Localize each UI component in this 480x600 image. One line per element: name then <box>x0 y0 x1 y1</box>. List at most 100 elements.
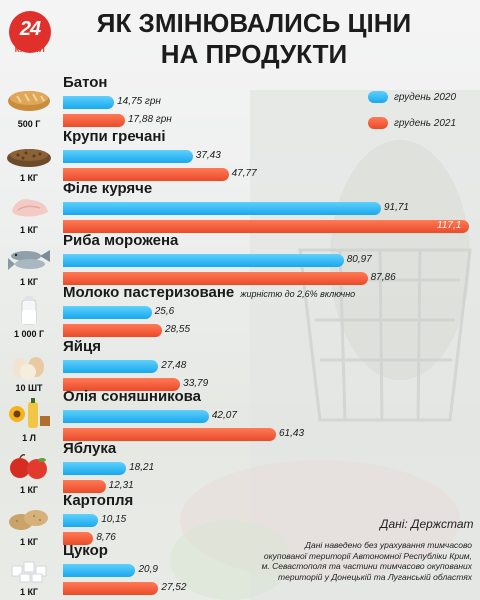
bar-2020 <box>63 150 193 163</box>
unit-label: 1 000 Г <box>13 329 45 339</box>
product-name-text: Молоко пастеризоване <box>63 284 235 301</box>
product-name: Молоко пастеризоване жирністю до 2,6% вкл… <box>63 284 355 301</box>
bar-2021 <box>63 324 162 337</box>
unit-label: 1 КГ <box>19 537 39 547</box>
value-label-2021: 61,43 <box>278 428 305 439</box>
logo-number: 24 <box>19 18 41 40</box>
bar-2021 <box>63 272 368 285</box>
value-label-2021: 12,31 <box>108 480 134 491</box>
bar-2020 <box>63 254 344 267</box>
unit-label: 1 КГ <box>19 225 39 235</box>
value-label-2021: 33,79 <box>183 378 209 389</box>
value-label-2020: 80,97 <box>346 254 372 265</box>
product-name: Олія соняшникова <box>63 388 201 405</box>
eggs-icon <box>12 357 44 380</box>
data-source: Дані: Держстат <box>380 517 474 531</box>
bar-2021 <box>63 582 159 595</box>
value-label-2021: 8,76 <box>96 532 116 543</box>
unit-label: 1 КГ <box>19 277 39 287</box>
oil-icon <box>9 398 50 428</box>
bar-2021 <box>63 114 125 127</box>
product-name-text: Цукор <box>63 542 108 559</box>
value-label-2021: 27,52 <box>161 582 187 593</box>
product-name-text: Крупи гречані <box>63 128 166 145</box>
legend-item-2021: грудень 2021 <box>368 114 456 132</box>
unit-label: 1 Л <box>22 433 36 443</box>
product-name: Цукор <box>63 542 108 559</box>
product-name-text: Картопля <box>63 492 134 509</box>
product-name-text: Філе куряче <box>63 180 153 197</box>
bar-2020 <box>63 202 381 215</box>
potatoes-icon <box>9 510 48 530</box>
value-label-2020: 20,9 <box>138 564 158 575</box>
bar-2020 <box>63 462 127 475</box>
bar-2021 <box>63 378 181 391</box>
value-label-2021: 28,55 <box>164 324 191 335</box>
bar-2020 <box>63 514 99 527</box>
logo-text: КАНАЛ <box>14 45 46 54</box>
value-label-2020: 14,75 грн <box>117 96 161 107</box>
fish-icon <box>8 250 50 270</box>
unit-label: 1 КГ <box>19 485 39 495</box>
bar-2020 <box>63 306 152 319</box>
unit-label: 1 КГ <box>19 173 39 183</box>
product-name-text: Яйця <box>63 338 101 355</box>
value-label-2020: 91,71 <box>383 202 409 213</box>
chart-legend: грудень 2020 грудень 2021 <box>368 88 456 140</box>
bar-2020 <box>63 96 115 109</box>
value-label-2020: 27,48 <box>161 360 187 371</box>
apples-icon <box>10 454 47 479</box>
product-name: Філе куряче <box>63 180 152 197</box>
bar-2021 <box>63 480 106 493</box>
product-name: Батон <box>63 74 108 91</box>
bar-2021 <box>63 168 229 181</box>
legend-swatch-2020 <box>368 91 388 103</box>
chicken-fillet-icon <box>12 199 48 217</box>
legend-item-2020: грудень 2020 <box>368 88 456 106</box>
product-name: Яйця <box>63 338 101 355</box>
footnote: Дані наведено без урахування тимчасово о… <box>200 540 472 582</box>
bar-2020 <box>63 360 159 373</box>
product-note: жирністю до 2,6% включно <box>240 289 356 299</box>
unit-label: 10 ШТ <box>15 383 43 393</box>
unit-label: 1 КГ <box>19 587 39 597</box>
value-label-2020: 25,6 <box>154 306 175 317</box>
value-label-2020: 18,21 <box>129 462 155 473</box>
footnote-line: окупованої території Автономної Республі… <box>263 550 472 561</box>
value-label-2020: 10,15 <box>101 514 127 525</box>
product-name: Крупи гречані <box>63 128 166 145</box>
page-title: ЯК ЗМІНЮВАЛИСЬ ЦІНИ НА ПРОДУКТИ <box>54 8 454 70</box>
product-name-text: Батон <box>63 74 108 91</box>
value-label-2020: 37,43 <box>195 150 221 161</box>
bar-2021 <box>63 532 94 545</box>
bar-2020 <box>63 410 209 423</box>
footnote-line: м. Севастополя та частини тимчасово окуп… <box>261 561 472 571</box>
legend-swatch-2021 <box>368 117 388 129</box>
title-line-2: НА ПРОДУКТИ <box>160 39 348 69</box>
footnote-line: Дані наведено без урахування тимчасово <box>305 540 472 550</box>
product-name: Риба морожена <box>63 232 178 249</box>
legend-label-2020: грудень 2020 <box>394 91 457 103</box>
bread-icon <box>8 91 50 111</box>
value-label-2021: 117,1 <box>437 220 462 231</box>
value-label-2021: 47,77 <box>231 168 257 179</box>
footnote-line: територій у Донецькій та Луганській обла… <box>278 571 472 582</box>
bar-2021 <box>63 428 276 441</box>
product-name: Картопля <box>63 492 133 509</box>
product-name-text: Олія соняшникова <box>63 388 202 405</box>
product-name: Яблука <box>63 440 116 457</box>
value-label-2021: 87,86 <box>370 272 396 283</box>
buckwheat-icon <box>7 149 51 167</box>
product-name-text: Риба морожена <box>63 232 179 249</box>
bar-2021 <box>63 220 469 233</box>
value-label-2021: 17,88 грн <box>127 114 172 125</box>
unit-label: 500 Г <box>17 119 41 129</box>
title-line-1: ЯК ЗМІНЮВАЛИСЬ ЦІНИ <box>96 8 412 38</box>
milk-icon <box>21 296 37 325</box>
product-name-text: Яблука <box>63 440 117 457</box>
value-label-2020: 42,07 <box>211 410 237 421</box>
sugar-icon <box>11 561 47 583</box>
legend-label-2021: грудень 2021 <box>394 117 457 129</box>
channel-24-logo <box>9 11 51 53</box>
